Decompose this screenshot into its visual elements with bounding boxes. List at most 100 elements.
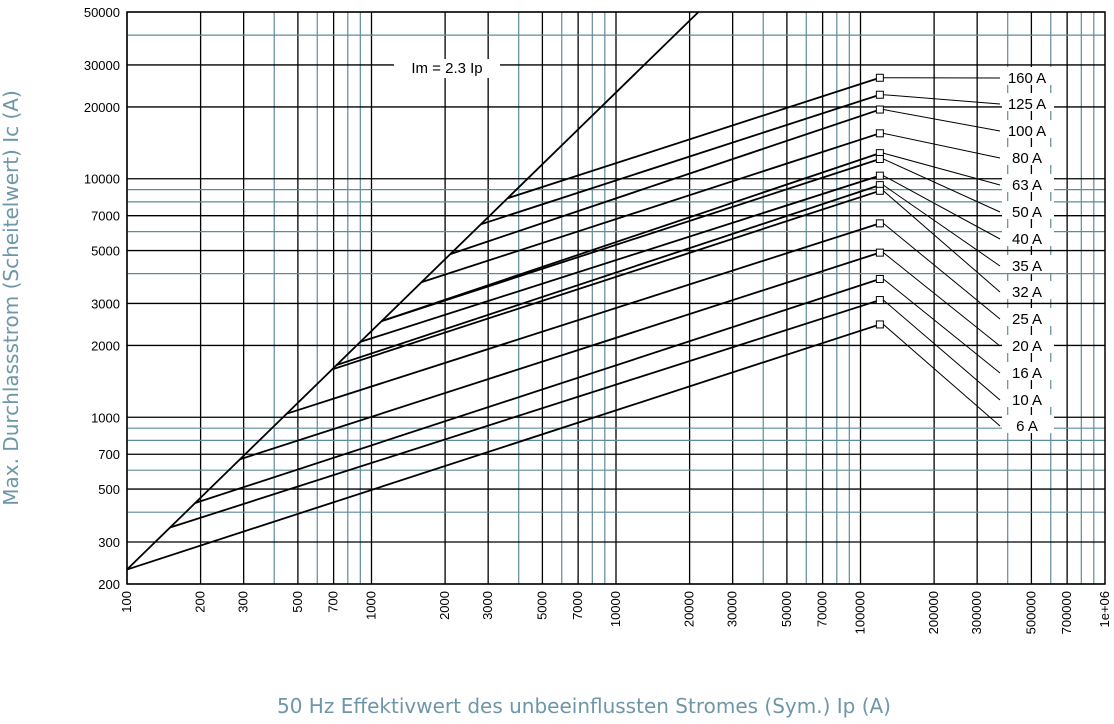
- x-tick-label: 70000: [815, 591, 830, 627]
- series-label-bg: [1002, 147, 1054, 165]
- plot-frame: [126, 11, 1106, 585]
- x-tick-label: 700000: [1059, 591, 1074, 634]
- series-label-bg: [1002, 389, 1054, 407]
- x-tick-label: 300: [236, 591, 251, 613]
- series-leader-line: [883, 299, 1001, 401]
- x-tick-label: 300000: [969, 591, 984, 634]
- series-leader-line: [883, 324, 1001, 427]
- reference-label: Im = 2.3 Ip: [411, 60, 482, 77]
- y-tick-label: 7000: [91, 209, 120, 224]
- series-line: [336, 184, 881, 366]
- series-label: 50 A: [1012, 204, 1042, 221]
- series-line: [126, 323, 881, 571]
- y-tick-label: 200: [98, 577, 120, 592]
- chart-grid: [126, 11, 1105, 585]
- series-label: 100 A: [1008, 123, 1046, 140]
- series-label: 80 A: [1012, 150, 1042, 167]
- x-tick-label: 10000: [608, 591, 623, 627]
- series-end-marker: [875, 296, 884, 305]
- y-tick-label: 700: [98, 447, 120, 462]
- x-tick-label: 3000: [480, 591, 495, 620]
- y-tick-label: 20000: [84, 100, 120, 115]
- series-label-bg: [1002, 228, 1054, 246]
- x-tick-label: 2000: [437, 591, 452, 620]
- series-label-bg: [1002, 415, 1054, 433]
- series-label: 6 A: [1016, 418, 1038, 435]
- x-tick-label: 7000: [570, 591, 585, 620]
- series-leader-line: [883, 278, 1001, 374]
- series-label: 20 A: [1012, 338, 1042, 355]
- series-line: [507, 76, 881, 200]
- x-tick-label: 500000: [1023, 591, 1038, 634]
- y-axis-title: Max. Durchlassstrom (Scheitelwert) Ic (A…: [0, 90, 23, 506]
- chart-ticks: 200 300 500 700 1000 2000 3000 5000 7000 10000 200…: [84, 5, 1112, 634]
- x-tick-label: 50000: [779, 591, 794, 627]
- x-tick-label: 100000: [853, 591, 868, 634]
- series-label: 40 A: [1012, 231, 1042, 248]
- x-tick-label: 1000: [364, 591, 379, 620]
- chart-labels: Im = 2.3 Ip 160 A 125 A 100 A 80 A 63 A 50 A 40…: [394, 59, 1054, 435]
- series-label-bg: [1002, 335, 1054, 353]
- y-tick-label: 300: [98, 535, 120, 550]
- series-line: [360, 174, 881, 343]
- series-label: 32 A: [1012, 284, 1042, 301]
- x-tick-label: 700: [326, 591, 341, 613]
- x-tick-label: 30000: [725, 591, 740, 627]
- y-tick-label: 10000: [84, 172, 120, 187]
- series-leader-line: [883, 184, 1001, 267]
- series-label-bg: [1002, 201, 1054, 219]
- series-leader-line: [883, 109, 1001, 132]
- series-label-bg: [1002, 120, 1054, 138]
- series-label-bg: [1002, 281, 1054, 299]
- x-tick-label: 200: [193, 591, 208, 613]
- series-line: [421, 132, 881, 284]
- series-line: [194, 278, 881, 504]
- series-label: 35 A: [1012, 258, 1042, 275]
- series-label-bg: [1002, 67, 1054, 85]
- series-label: 125 A: [1008, 96, 1046, 113]
- series-label-bg: [1002, 174, 1054, 192]
- series-end-marker: [875, 248, 884, 257]
- chart-curves: [126, 11, 884, 571]
- series-leader-line: [883, 222, 1001, 320]
- series-end-marker: [875, 105, 884, 114]
- series-label: 63 A: [1012, 177, 1042, 194]
- y-tick-label: 5000: [91, 244, 120, 259]
- series-end-marker: [875, 129, 884, 138]
- series-end-marker: [875, 320, 884, 329]
- x-tick-label: 200000: [926, 591, 941, 634]
- series-label-bg: [1002, 93, 1054, 111]
- series-line: [169, 299, 881, 529]
- series-label: 160 A: [1008, 70, 1046, 87]
- series-leader-line: [883, 252, 1001, 347]
- x-tick-label: 20000: [682, 591, 697, 627]
- series-label-bg: [1002, 255, 1054, 273]
- y-tick-label: 1000: [91, 410, 120, 425]
- series-end-marker: [875, 73, 884, 82]
- series-end-marker: [875, 90, 884, 99]
- series-end-marker: [875, 186, 884, 195]
- series-line: [239, 251, 881, 461]
- series-leader-line: [883, 158, 1001, 213]
- series-label-bg: [1002, 362, 1054, 380]
- series-line: [286, 222, 881, 415]
- y-tick-label: 500: [98, 482, 120, 497]
- series-end-marker: [875, 219, 884, 228]
- y-tick-label: 50000: [84, 5, 120, 20]
- reference-line: [126, 11, 700, 571]
- reference-label-bg: [394, 59, 500, 78]
- series-label-bg: [1002, 308, 1054, 326]
- x-tick-label: 5000: [534, 591, 549, 620]
- series-end-marker: [875, 274, 884, 283]
- y-tick-label: 30000: [84, 58, 120, 73]
- series-leader-line: [883, 132, 1001, 159]
- series-label: 25 A: [1012, 311, 1042, 328]
- y-tick-label: 2000: [91, 338, 120, 353]
- x-tick-label: 100: [119, 591, 134, 613]
- series-end-marker: [875, 171, 884, 180]
- series-line: [449, 108, 881, 255]
- series-end-marker: [875, 154, 884, 163]
- x-tick-label: 1e+06: [1097, 591, 1112, 628]
- series-leader-line: [883, 152, 1001, 186]
